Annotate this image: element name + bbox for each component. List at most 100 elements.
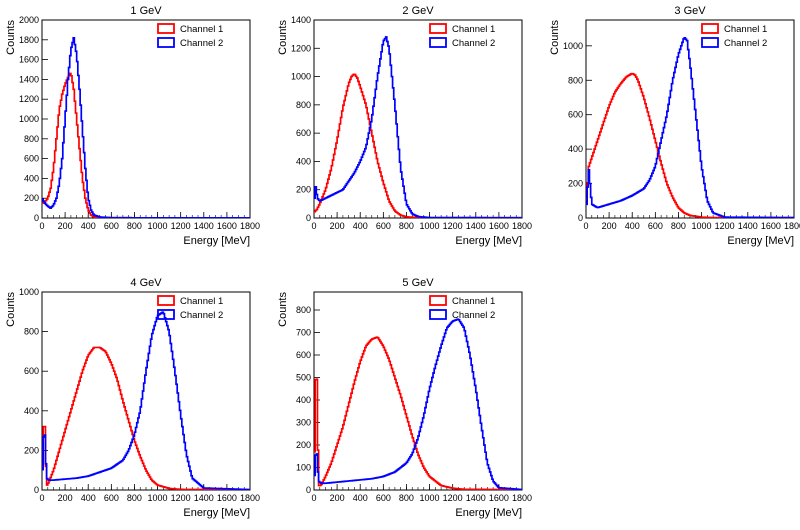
y-tick-label: 400 — [296, 156, 311, 166]
x-tick-label: 800 — [399, 221, 414, 231]
x-tick-label: 400 — [625, 221, 640, 231]
x-tick-label: 1800 — [512, 221, 532, 231]
chart-panel: 2 GeV 0 200 400 600 800 1000 1200 1400 1600 1800 0 2… — [272, 0, 538, 258]
y-tick-label: 200 — [296, 440, 311, 450]
x-tick-label: 1600 — [489, 493, 509, 503]
legend-swatch — [157, 309, 175, 320]
y-tick-label: 0 — [306, 485, 311, 495]
x-tick-label: 1600 — [489, 221, 509, 231]
y-tick-label: 1800 — [19, 35, 39, 45]
histogram-chart: 5 GeV 0 200 400 600 800 1000 1200 1400 1600 1800 0 1… — [277, 277, 532, 519]
legend-label: Channel 2 — [180, 38, 223, 49]
chart-title: 2 GeV — [402, 5, 434, 17]
y-tick-label: 200 — [24, 445, 39, 455]
y-tick-label: 500 — [296, 373, 311, 383]
plot-frame — [313, 19, 523, 219]
legend-label: Channel 1 — [180, 296, 223, 307]
histogram-grid: 1 GeV 0 200 400 600 800 1000 1200 1400 1600 1800 0 2… — [5, 0, 800, 519]
y-tick-label: 0 — [578, 213, 583, 223]
y-tick-label: 600 — [24, 154, 39, 164]
x-tick-label: 1800 — [784, 221, 800, 231]
x-tick-label: 1800 — [512, 493, 532, 503]
y-tick-label: 1200 — [19, 94, 39, 104]
y-tick-label: 400 — [24, 406, 39, 416]
x-tick-label: 1200 — [443, 493, 463, 503]
x-tick-label: 200 — [602, 221, 617, 231]
y-tick-label: 200 — [24, 193, 39, 203]
x-tick-label: 1000 — [148, 221, 168, 231]
x-tick-label: 200 — [330, 493, 345, 503]
legend-label: Channel 2 — [452, 38, 495, 49]
x-tick-label: 1000 — [420, 221, 440, 231]
x-tick-label: 600 — [104, 493, 119, 503]
y-tick-label: 0 — [34, 485, 39, 495]
legend-swatch — [429, 309, 447, 320]
x-tick-label: 1200 — [443, 221, 463, 231]
chart-title: 3 GeV — [674, 5, 706, 17]
y-tick-label: 300 — [296, 418, 311, 428]
x-axis-label: Energy [MeV] — [183, 507, 250, 519]
x-tick-label: 1400 — [466, 493, 486, 503]
y-tick-label: 800 — [568, 75, 583, 85]
x-tick-label: 200 — [58, 221, 73, 231]
y-tick-label: 1400 — [291, 15, 311, 25]
x-tick-label: 1400 — [466, 221, 486, 231]
y-axis-label: Counts — [277, 292, 289, 327]
x-tick-label: 1000 — [692, 221, 712, 231]
x-tick-label: 200 — [330, 221, 345, 231]
y-axis-label: Counts — [5, 292, 17, 327]
y-tick-label: 800 — [24, 134, 39, 144]
series-line-channel-2 — [42, 36, 250, 218]
x-axis-label: Energy [MeV] — [455, 507, 522, 519]
x-tick-label: 1800 — [240, 221, 260, 231]
y-tick-label: 1200 — [291, 43, 311, 53]
y-tick-label: 0 — [306, 213, 311, 223]
x-tick-label: 800 — [127, 493, 142, 503]
x-tick-label: 1400 — [194, 221, 214, 231]
x-tick-label: 400 — [353, 493, 368, 503]
chart-panel: 5 GeV 0 200 400 600 800 1000 1200 1400 1600 1800 0 1… — [272, 272, 538, 530]
x-tick-label: 1200 — [715, 221, 735, 231]
y-tick-label: 800 — [24, 327, 39, 337]
x-tick-label: 600 — [376, 493, 391, 503]
x-axis-label: Energy [MeV] — [183, 235, 250, 247]
x-tick-label: 1600 — [217, 221, 237, 231]
x-tick-label: 800 — [399, 493, 414, 503]
y-tick-label: 400 — [24, 173, 39, 183]
y-tick-label: 800 — [296, 100, 311, 110]
series-line-channel-1 — [314, 73, 522, 218]
legend-swatch — [157, 295, 175, 306]
x-tick-label: 1200 — [171, 493, 191, 503]
x-tick-label: 1400 — [194, 493, 214, 503]
legend-label: Channel 2 — [180, 310, 223, 321]
legend-swatch — [429, 23, 447, 34]
chart-title: 5 GeV — [402, 277, 434, 289]
y-tick-label: 0 — [34, 213, 39, 223]
y-tick-label: 1000 — [19, 287, 39, 297]
chart-panel: 4 GeV 0 200 400 600 800 1000 1200 1400 1600 1800 0 2… — [0, 272, 266, 530]
y-tick-label: 600 — [296, 350, 311, 360]
y-tick-label: 100 — [296, 463, 311, 473]
legend-swatch — [701, 23, 719, 34]
legend-swatch — [157, 23, 175, 34]
chart-title: 1 GeV — [130, 5, 162, 17]
legend-label: Channel 1 — [452, 296, 495, 307]
series-line-channel-1 — [42, 72, 250, 218]
legend-label: Channel 1 — [724, 24, 767, 35]
x-tick-label: 600 — [376, 221, 391, 231]
x-tick-label: 1000 — [148, 493, 168, 503]
y-tick-label: 1000 — [563, 41, 583, 51]
y-tick-label: 600 — [24, 366, 39, 376]
x-tick-label: 0 — [311, 493, 316, 503]
legend-swatch — [429, 37, 447, 48]
plot-frame — [585, 19, 795, 219]
x-tick-label: 0 — [311, 221, 316, 231]
series-line-channel-1 — [42, 346, 250, 490]
y-tick-label: 1400 — [19, 74, 39, 84]
y-tick-label: 400 — [568, 144, 583, 154]
y-tick-label: 1600 — [19, 55, 39, 65]
x-tick-label: 800 — [127, 221, 142, 231]
y-tick-label: 800 — [296, 305, 311, 315]
